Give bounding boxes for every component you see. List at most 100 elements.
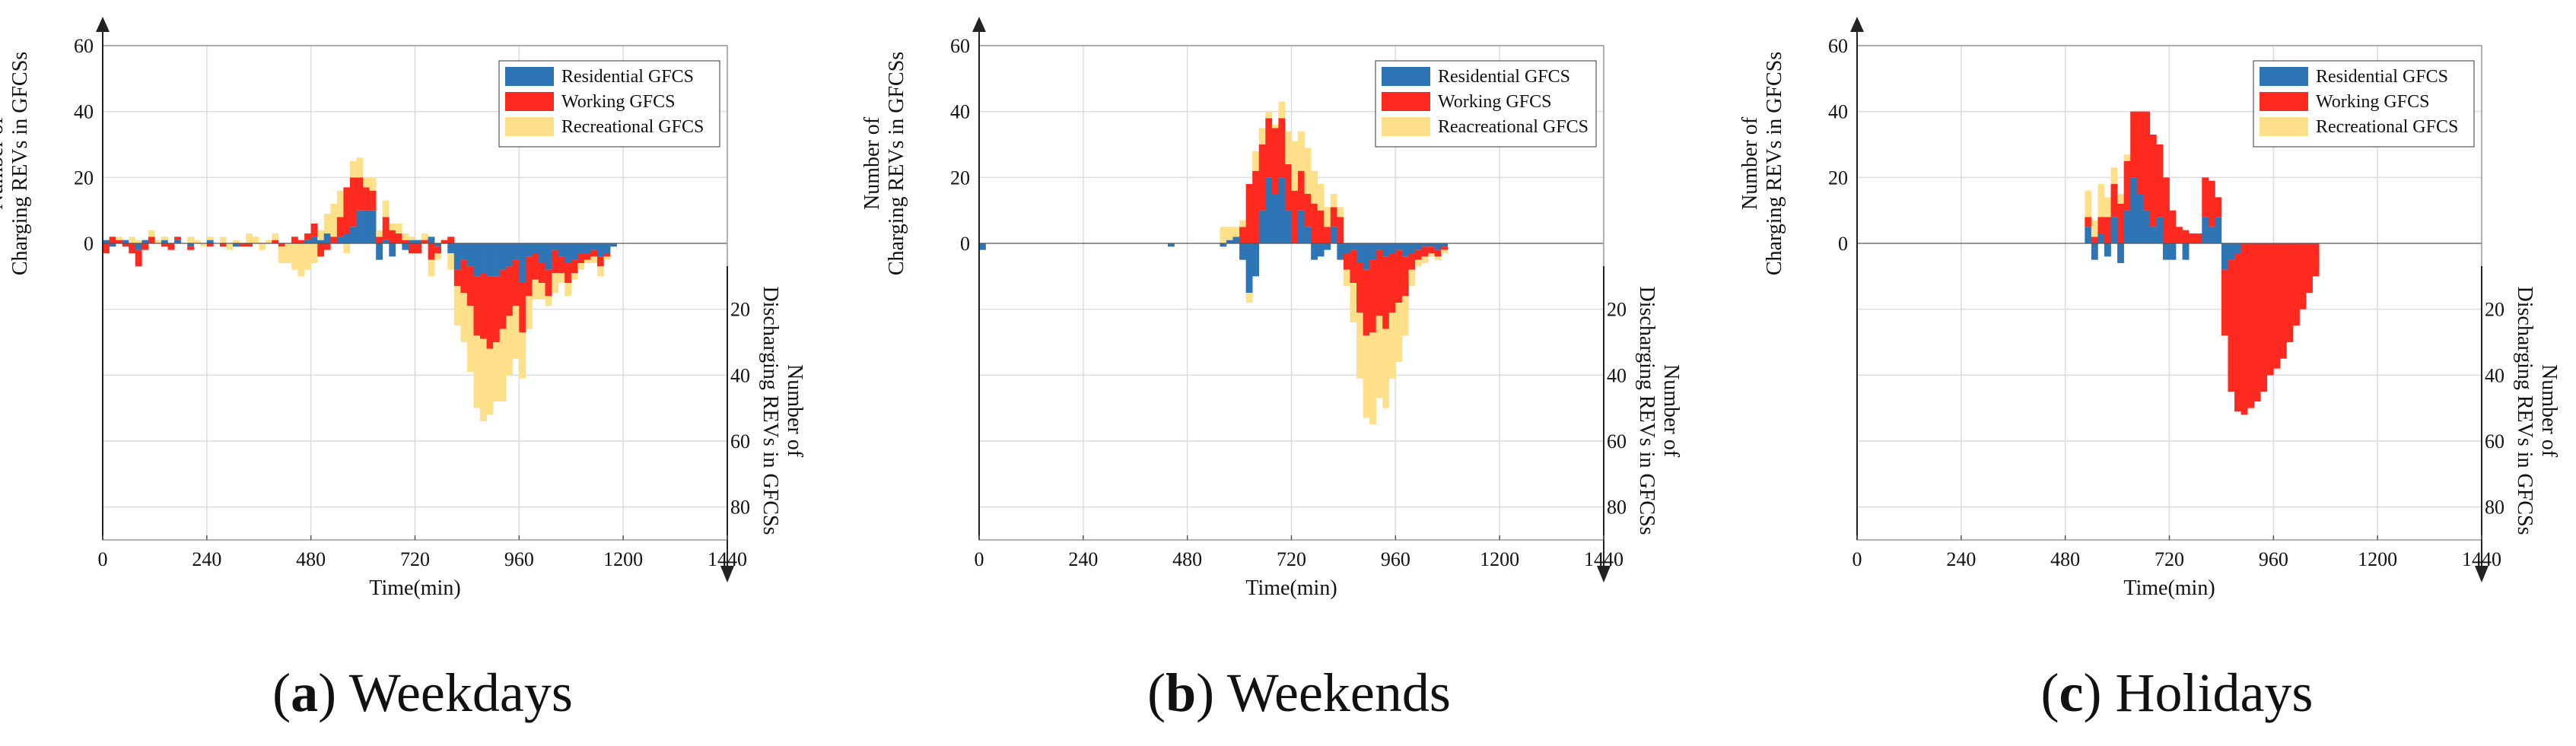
- bar-recreational: [1232, 227, 1240, 237]
- bar-working: [206, 243, 214, 247]
- bar-working: [2234, 253, 2241, 411]
- bar-working: [1363, 269, 1370, 336]
- bar-working: [1337, 217, 1344, 243]
- bar-recreational: [571, 273, 578, 280]
- bar-recreational: [2104, 197, 2111, 217]
- bar-recreational: [590, 256, 598, 263]
- bar-working: [2208, 180, 2215, 227]
- legend-label: Residential GFCS: [561, 67, 694, 87]
- bar-working: [1369, 259, 1376, 332]
- bar-recreational: [1441, 249, 1449, 253]
- bar-recreational: [135, 240, 142, 243]
- bar-residential: [1428, 243, 1435, 247]
- bar-recreational: [1337, 207, 1344, 217]
- arrow-up-icon: [96, 17, 110, 32]
- bar-residential: [486, 243, 494, 277]
- bar-residential: [415, 240, 422, 243]
- bar-residential: [1421, 243, 1429, 247]
- bar-recreational: [506, 316, 514, 376]
- bar-recreational: [206, 236, 214, 240]
- bar-recreational: [1252, 151, 1260, 171]
- y2-axis-label-line1: Number of: [783, 364, 806, 458]
- bar-recreational: [395, 224, 402, 233]
- bar-residential: [1356, 243, 1363, 263]
- bar-residential: [506, 243, 514, 267]
- bar-working: [2104, 217, 2111, 243]
- legend-swatch-recreational: [1382, 117, 1430, 136]
- panel-caption: (c) Holidays: [2041, 662, 2314, 723]
- y-tick-label: 20: [1828, 167, 1848, 189]
- y-tick-label: 60: [950, 35, 970, 57]
- bar-working: [596, 256, 604, 267]
- bar-working: [1330, 207, 1337, 227]
- bar-residential: [1304, 227, 1312, 243]
- bar-recreational: [1324, 207, 1331, 227]
- bar-residential: [323, 233, 331, 243]
- x-axis-label: Time(min): [369, 576, 460, 600]
- bar-working: [142, 243, 149, 250]
- bar-recreational: [519, 332, 526, 379]
- arrow-down-icon: [1597, 566, 1611, 583]
- bar-residential: [584, 243, 591, 253]
- bar-recreational: [434, 253, 442, 260]
- bar-residential: [363, 210, 370, 243]
- bar-working: [187, 246, 195, 250]
- bar-residential: [473, 243, 481, 277]
- bar-recreational: [1428, 253, 1435, 257]
- bar-working: [167, 243, 175, 250]
- bar-recreational: [200, 243, 208, 247]
- bar-working: [395, 233, 402, 243]
- bar-recreational: [265, 240, 272, 243]
- bar-recreational: [499, 329, 507, 402]
- bar-working: [506, 266, 514, 316]
- bar-residential: [1220, 243, 1227, 247]
- bar-recreational: [1343, 269, 1350, 287]
- bar-working: [525, 256, 533, 297]
- y-tick-label: 40: [74, 101, 94, 123]
- bar-residential: [2091, 243, 2098, 260]
- legend-swatch-working: [505, 92, 554, 111]
- y2-tick-label: 40: [2485, 364, 2504, 386]
- bar-working: [382, 217, 390, 240]
- bar-working: [174, 236, 181, 240]
- bar-residential: [369, 210, 377, 243]
- bar-residential: [349, 227, 357, 243]
- x-tick-label: 0: [98, 548, 108, 570]
- y2-tick-label: 40: [730, 364, 750, 386]
- bar-working: [239, 243, 246, 247]
- y2-tick-label: 20: [1607, 299, 1627, 321]
- bar-recreational: [1363, 335, 1370, 418]
- bar-working: [1434, 249, 1442, 257]
- bar-working: [1395, 249, 1403, 303]
- y2-axis-label-line2: Discharging REVs in GFCSs: [2513, 287, 2536, 535]
- bar-residential: [2117, 243, 2124, 263]
- legend-label: Recreational GFCS: [2316, 117, 2458, 137]
- bar-working: [571, 259, 578, 273]
- bar-residential: [1232, 236, 1240, 243]
- bar-residential: [2110, 217, 2118, 243]
- bar-working: [545, 269, 552, 297]
- bar-residential: [356, 210, 364, 243]
- legend: Residential GFCS Working GFCS Reacreationa…: [1375, 60, 1597, 148]
- bar-recreational: [291, 243, 298, 270]
- bar-working: [2162, 177, 2170, 243]
- bar-recreational: [1388, 313, 1396, 379]
- bar-working: [512, 259, 520, 306]
- bar-working: [1350, 249, 1357, 283]
- bar-residential: [519, 243, 526, 283]
- y-tick-label: 20: [74, 167, 94, 189]
- bar-residential: [1382, 243, 1390, 257]
- bar-working: [219, 243, 227, 247]
- bar-working: [2215, 197, 2222, 217]
- x-tick-label: 1200: [603, 548, 643, 570]
- bar-recreational: [1291, 141, 1299, 191]
- bar-working: [2176, 227, 2183, 243]
- bar-working: [564, 263, 572, 283]
- bar-residential: [336, 236, 344, 243]
- bar-working: [389, 230, 396, 243]
- bar-recreational: [1369, 332, 1376, 425]
- y-tick-label: 60: [74, 35, 94, 57]
- bar-recreational: [466, 306, 474, 372]
- bar-recreational: [564, 283, 572, 297]
